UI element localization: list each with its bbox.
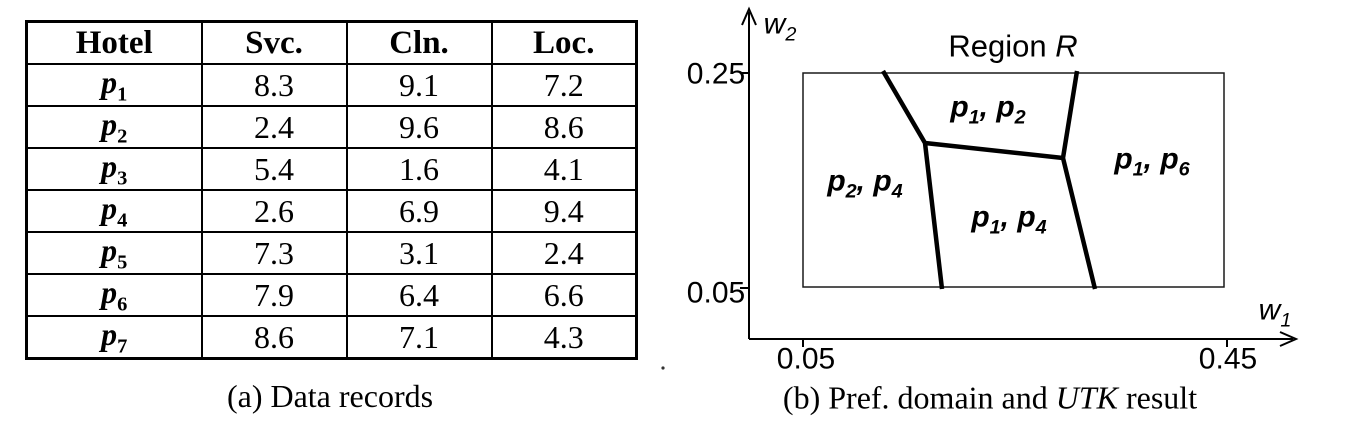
- table-row: p4 2.6 6.9 9.4: [25, 189, 638, 233]
- hotel-id-cell: p7: [25, 315, 203, 360]
- caption-b: (b) Pref. domain and UTK result: [782, 379, 1198, 416]
- cln-cell: 1.6: [345, 147, 493, 191]
- cln-cell: 3.1: [345, 231, 493, 275]
- svc-cell: 2.4: [200, 105, 348, 149]
- table-row: p3 5.4 1.6 4.1: [25, 147, 638, 191]
- stray-dot: [661, 366, 665, 370]
- table-row: p5 7.3 3.1 2.4: [25, 231, 638, 275]
- region-label-p1-p2: p1, p2: [950, 90, 1026, 129]
- loc-cell: 2.4: [490, 231, 638, 275]
- hotel-id-cell: p6: [25, 273, 203, 317]
- hotel-id-cell: p4: [25, 189, 203, 233]
- loc-cell: 9.4: [490, 189, 638, 233]
- loc-cell: 4.3: [490, 315, 638, 360]
- svc-cell: 7.9: [200, 273, 348, 317]
- region-title: Region R: [948, 28, 1078, 64]
- x-axis-label: w1: [1258, 293, 1292, 332]
- x-tick-label-005: 0.05: [776, 342, 836, 376]
- table-row: p6 7.9 6.4 6.6: [25, 273, 638, 317]
- hotel-id-cell: p1: [25, 63, 203, 107]
- region-label-p1-p4: p1, p4: [971, 200, 1047, 239]
- x-tick-label-045: 0.45: [1198, 342, 1258, 376]
- y-axis-label: w2: [763, 7, 797, 46]
- y-axis-arrow-icon: [741, 6, 757, 26]
- hotel-id-cell: p3: [25, 147, 203, 191]
- cln-cell: 6.4: [345, 273, 493, 317]
- y-tick-label-005: 0.05: [686, 276, 746, 310]
- table-header-row: Hotel Svc. Cln. Loc.: [25, 20, 638, 65]
- svc-cell: 8.6: [200, 315, 348, 360]
- svc-cell: 7.3: [200, 231, 348, 275]
- svc-cell: 2.6: [200, 189, 348, 233]
- cln-cell: 9.6: [345, 105, 493, 149]
- svc-cell: 5.4: [200, 147, 348, 191]
- region-r-frame: [802, 72, 1225, 288]
- column-header-hotel: Hotel: [25, 20, 203, 65]
- hotel-id-cell: p2: [25, 105, 203, 149]
- loc-cell: 4.1: [490, 147, 638, 191]
- table-row: p1 8.3 9.1 7.2: [25, 63, 638, 107]
- column-header-cln: Cln.: [345, 20, 493, 65]
- caption-a: (a) Data records: [226, 378, 434, 414]
- cln-cell: 6.9: [345, 189, 493, 233]
- hotel-id-cell: p5: [25, 231, 203, 275]
- column-header-svc: Svc.: [200, 20, 348, 65]
- region-boundary-lines: [881, 69, 1098, 290]
- region-label-p2-p4: p2, p4: [827, 164, 903, 203]
- hotel-data-table: Hotel Svc. Cln. Loc. p1 8.3 9.1 7.2 p2 2…: [25, 20, 638, 360]
- cln-cell: 7.1: [345, 315, 493, 360]
- loc-cell: 7.2: [490, 63, 638, 107]
- table-row: p7 8.6 7.1 4.3: [25, 315, 638, 360]
- loc-cell: 8.6: [490, 105, 638, 149]
- column-header-loc: Loc.: [490, 20, 638, 65]
- x-axis-arrow-icon: [1279, 331, 1299, 347]
- y-tick-label-025: 0.25: [686, 57, 746, 91]
- cln-cell: 9.1: [345, 63, 493, 107]
- loc-cell: 6.6: [490, 273, 638, 317]
- region-label-p1-p6: p1, p6: [1114, 142, 1190, 181]
- table-row: p2 2.4 9.6 8.6: [25, 105, 638, 149]
- svc-cell: 8.3: [200, 63, 348, 107]
